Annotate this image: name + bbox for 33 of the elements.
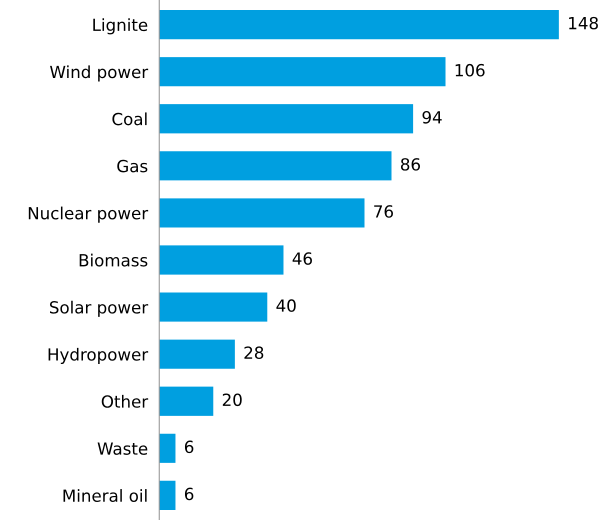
bar xyxy=(159,104,414,134)
data-label: 6 xyxy=(184,440,194,454)
data-label: 106 xyxy=(456,64,485,77)
bar xyxy=(159,198,364,228)
bar xyxy=(159,434,176,463)
data-label: 94 xyxy=(422,110,442,124)
data-label: 76 xyxy=(374,205,393,218)
data-label: 86 xyxy=(400,158,420,171)
data-label: 40 xyxy=(276,299,296,312)
bar xyxy=(159,292,268,322)
bar xyxy=(159,340,235,369)
y-tick-label: Lignite xyxy=(93,18,148,34)
y-tick-label: Mineral oil xyxy=(64,489,147,502)
bar xyxy=(159,10,559,40)
y-tick-label: Solar power xyxy=(50,300,148,317)
bar xyxy=(159,57,446,86)
bar xyxy=(159,245,284,275)
data-label: 148 xyxy=(569,16,598,30)
data-label: 20 xyxy=(222,393,242,406)
bar xyxy=(159,151,392,180)
y-tick-label: Waste xyxy=(98,442,148,455)
y-tick-label: Biomass xyxy=(80,254,148,267)
data-label: 46 xyxy=(292,252,312,265)
bar xyxy=(159,386,214,416)
y-tick-label: Wind power xyxy=(50,65,148,82)
data-label: 28 xyxy=(244,346,264,359)
y-tick-label: Gas xyxy=(117,160,148,172)
y-tick-label: Coal xyxy=(112,112,147,126)
y-tick-label: Other xyxy=(102,394,148,408)
data-label: 6 xyxy=(184,488,194,500)
bar xyxy=(159,480,176,510)
y-tick-label: Nuclear power xyxy=(28,206,148,223)
y-tick-label: Hydropower xyxy=(48,348,148,364)
